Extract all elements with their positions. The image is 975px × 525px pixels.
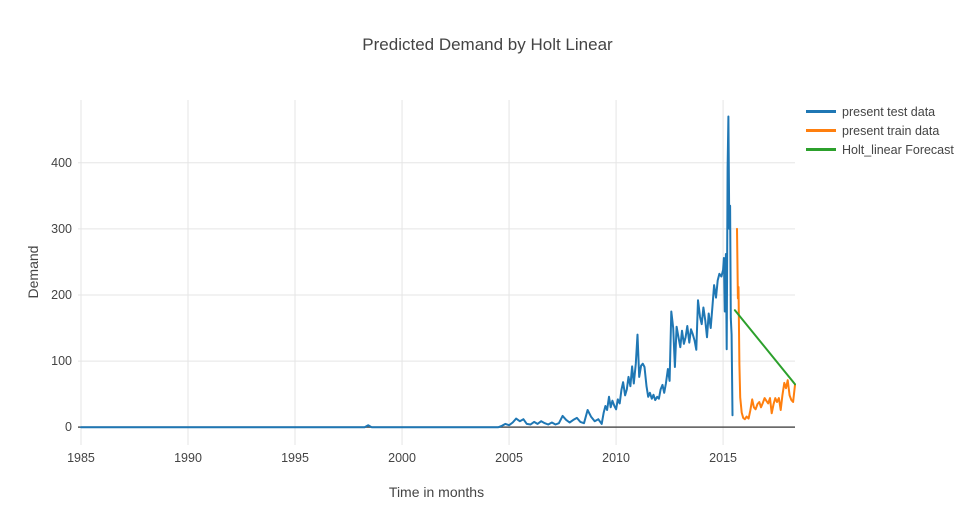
series-line-2[interactable]: [733, 309, 796, 386]
y-tick-label: 300: [51, 222, 72, 236]
x-tick-label: 1995: [281, 451, 309, 465]
chart-title: Predicted Demand by Holt Linear: [362, 35, 613, 54]
legend-item-1[interactable]: present train data: [806, 123, 954, 138]
legend-line-icon: [806, 148, 836, 151]
legend-label: present test data: [842, 104, 936, 119]
legend-line-icon: [806, 129, 836, 132]
legend: present test data present train data Holt_…: [806, 104, 954, 157]
series-line-0[interactable]: [80, 115, 734, 429]
y-tick-label: 0: [65, 420, 72, 434]
legend-line-icon: [806, 110, 836, 113]
x-tick-label: 2000: [388, 451, 416, 465]
x-tick-label: 2010: [602, 451, 630, 465]
legend-item-0[interactable]: present test data: [806, 104, 954, 119]
legend-label: present train data: [842, 123, 940, 138]
y-tick-label: 100: [51, 354, 72, 368]
series-line-1[interactable]: [736, 227, 796, 421]
x-tick-label: 1985: [67, 451, 95, 465]
legend-label: Holt_linear Forecast: [842, 142, 954, 157]
x-tick-label: 1990: [174, 451, 202, 465]
y-tick-label: 400: [51, 156, 72, 170]
y-tick-label: 200: [51, 288, 72, 302]
x-tick-label: 2005: [495, 451, 523, 465]
legend-item-2[interactable]: Holt_linear Forecast: [806, 142, 954, 157]
x-tick-label: 2015: [709, 451, 737, 465]
x-axis-label: Time in months: [388, 484, 485, 500]
y-axis-label: Demand: [25, 245, 41, 299]
